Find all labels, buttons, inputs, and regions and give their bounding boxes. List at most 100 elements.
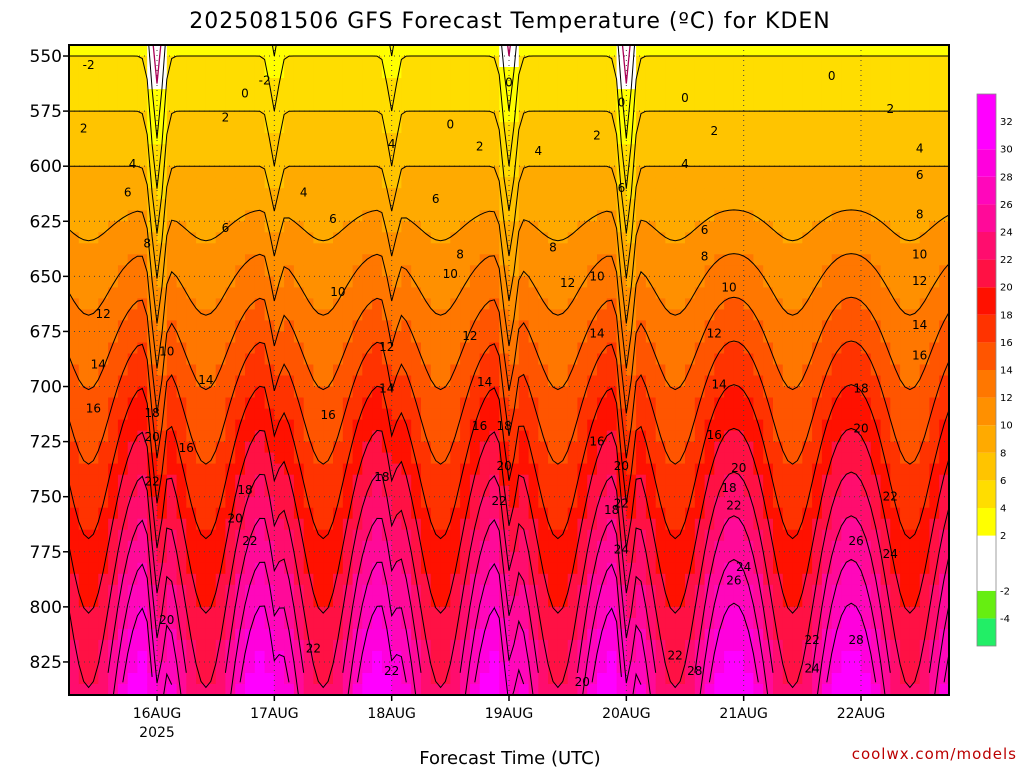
temperature-cell	[303, 441, 315, 454]
temperature-cell	[626, 166, 637, 178]
temperature-cell	[362, 111, 373, 123]
temperature-cell	[88, 254, 99, 266]
temperature-cell	[372, 199, 383, 211]
temperature-cell	[176, 673, 187, 685]
temperature-cell	[381, 254, 393, 266]
temperature-cell	[108, 342, 119, 355]
temperature-cell	[753, 243, 764, 255]
temperature-cell	[137, 507, 148, 520]
temperature-cell	[137, 232, 148, 244]
temperature-cell	[117, 133, 129, 145]
temperature-cell	[861, 364, 872, 377]
temperature-cell	[157, 673, 168, 685]
temperature-cell	[645, 144, 657, 156]
temperature-cell	[802, 122, 813, 134]
temperature-cell	[851, 595, 862, 608]
temperature-cell	[724, 144, 735, 156]
temperature-cell	[460, 100, 471, 112]
temperature-cell	[108, 276, 119, 288]
temperature-cell	[489, 276, 500, 288]
temperature-cell	[714, 265, 725, 277]
temperature-cell	[98, 144, 109, 156]
temperature-cell	[440, 408, 451, 421]
temperature-cell	[763, 584, 774, 597]
temperature-cell	[743, 199, 755, 211]
temperature-cell	[108, 45, 119, 57]
temperature-cell	[469, 221, 481, 233]
temperature-cell	[773, 111, 784, 123]
temperature-cell	[870, 199, 882, 211]
temperature-cell	[636, 375, 647, 388]
temperature-cell	[773, 650, 784, 663]
temperature-cell	[78, 430, 90, 443]
temperature-cell	[342, 210, 354, 222]
temperature-cell	[880, 89, 891, 101]
temperature-cell	[127, 573, 139, 586]
temperature-cell	[215, 243, 227, 255]
temperature-cell	[782, 210, 794, 222]
temperature-cell	[577, 221, 588, 233]
temperature-cell	[362, 78, 373, 90]
temperature-cell	[166, 518, 178, 531]
temperature-cell	[215, 188, 227, 200]
temperature-cell	[870, 276, 882, 288]
temperature-cell	[812, 100, 823, 112]
temperature-cell	[215, 474, 227, 487]
temperature-cell	[841, 397, 852, 410]
temperature-cell	[391, 386, 403, 399]
temperature-cell	[636, 364, 647, 377]
temperature-cell	[489, 529, 500, 542]
temperature-cell	[577, 430, 588, 443]
temperature-cell	[284, 276, 295, 288]
temperature-cell	[401, 265, 412, 277]
temperature-cell	[597, 320, 608, 332]
temperature-cell	[567, 56, 579, 68]
temperature-cell	[313, 606, 324, 619]
temperature-cell	[499, 243, 510, 255]
temperature-cell	[616, 375, 627, 388]
temperature-cell	[284, 254, 295, 266]
temperature-cell	[372, 408, 383, 421]
temperature-cell	[147, 617, 158, 630]
temperature-cell	[821, 309, 833, 321]
temperature-cell	[724, 584, 735, 597]
temperature-cell	[293, 221, 305, 233]
temperature-cell	[323, 177, 334, 189]
temperature-cell	[460, 56, 471, 68]
temperature-cell	[831, 606, 843, 619]
temperature-cell	[352, 276, 363, 288]
temperature-cell	[489, 650, 500, 663]
temperature-cell	[225, 331, 236, 343]
temperature-cell	[802, 364, 813, 377]
temperature-cell	[792, 56, 803, 68]
temperature-cell	[655, 684, 667, 695]
temperature-cell	[450, 177, 461, 189]
temperature-cell	[733, 265, 745, 277]
temperature-cell	[861, 386, 872, 399]
temperature-cell	[694, 122, 706, 134]
temperature-cell	[117, 56, 129, 68]
temperature-cell	[176, 133, 187, 145]
temperature-cell	[274, 100, 285, 112]
temperature-cell	[127, 408, 139, 421]
temperature-cell	[831, 573, 843, 586]
temperature-cell	[117, 617, 129, 630]
temperature-cell	[186, 474, 197, 487]
temperature-cell	[469, 562, 481, 575]
temperature-cell	[851, 485, 862, 498]
temperature-cell	[821, 353, 833, 366]
temperature-cell	[293, 507, 305, 520]
temperature-cell	[675, 485, 686, 498]
temperature-cell	[548, 408, 559, 421]
temperature-cell	[284, 177, 295, 189]
temperature-cell	[108, 100, 119, 112]
temperature-cell	[773, 353, 784, 366]
temperature-cell	[841, 430, 852, 443]
temperature-cell	[469, 485, 481, 498]
temperature-cell	[567, 199, 579, 211]
temperature-cell	[548, 331, 559, 343]
temperature-cell	[870, 67, 882, 79]
temperature-cell	[88, 188, 99, 200]
temperature-cell	[264, 684, 275, 695]
temperature-cell	[117, 507, 129, 520]
